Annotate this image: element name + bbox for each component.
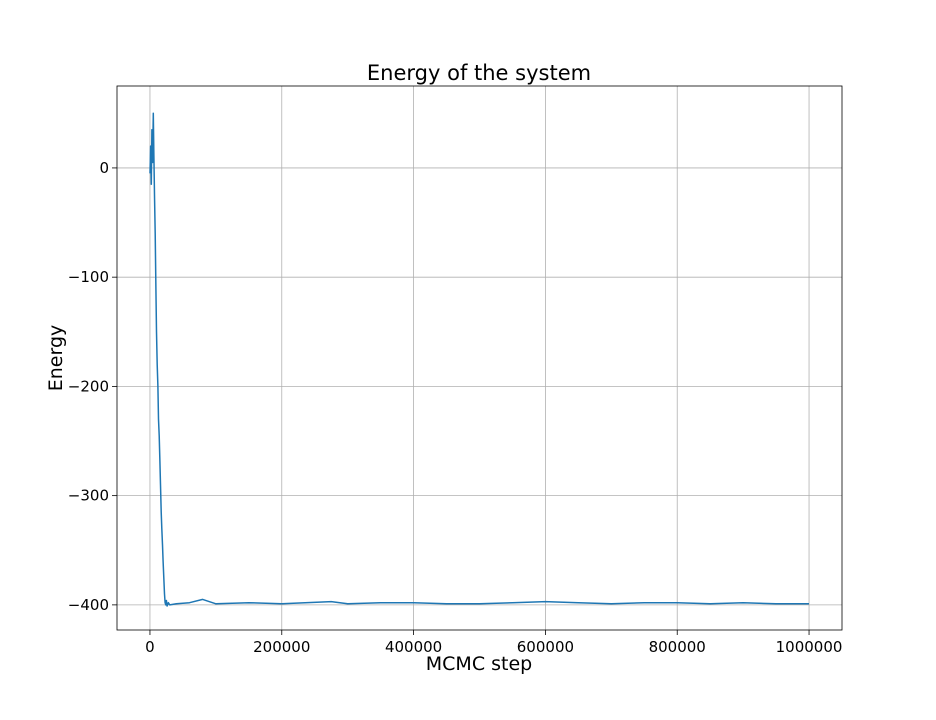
y-axis-label: Energy bbox=[45, 325, 67, 392]
energy-series-line bbox=[149, 112, 809, 607]
x-tick-label: 0 bbox=[145, 638, 155, 656]
y-tick-label: −300 bbox=[68, 487, 109, 505]
x-tick-label: 400000 bbox=[385, 638, 442, 656]
axis-ticks: 0 200000 400000 600000 800000 1000000 0 −100 −20… bbox=[68, 159, 843, 656]
chart-title: Energy of the system bbox=[367, 61, 591, 85]
grid bbox=[117, 86, 842, 630]
x-tick-label: 800000 bbox=[649, 638, 706, 656]
y-tick-label: −200 bbox=[68, 377, 109, 395]
x-tick-label: 1000000 bbox=[776, 638, 843, 656]
plot-frame bbox=[116, 85, 843, 631]
x-tick-label: 600000 bbox=[517, 638, 574, 656]
x-axis-label: MCMC step bbox=[426, 653, 532, 675]
series-layer bbox=[149, 112, 809, 607]
y-tick-label: −400 bbox=[68, 596, 109, 614]
y-tick-label: 0 bbox=[99, 159, 109, 177]
x-tick-label: 200000 bbox=[253, 638, 310, 656]
y-tick-label: −100 bbox=[68, 268, 109, 286]
